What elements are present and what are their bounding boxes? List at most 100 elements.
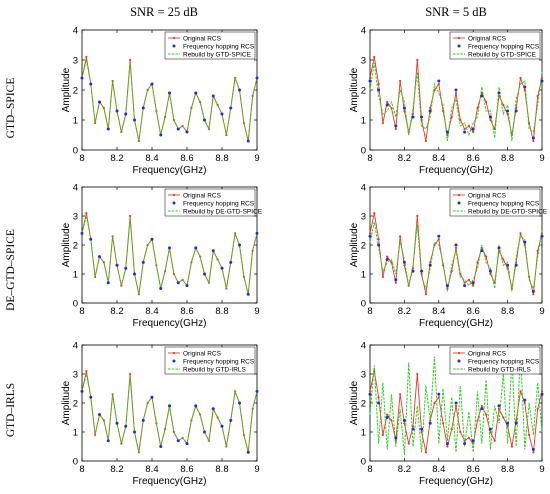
original-rcs-point xyxy=(472,284,475,287)
frequency-hopping-rcs-point xyxy=(445,130,449,134)
original-rcs-point xyxy=(394,281,397,284)
x-tick-label: 8.4 xyxy=(432,306,445,317)
x-tick-label: 8.6 xyxy=(467,153,480,164)
frequency-hopping-rcs-point xyxy=(437,79,441,83)
series-line-rebuild xyxy=(81,373,258,453)
y-tick-label: 0 xyxy=(73,146,78,157)
original-rcs-point xyxy=(467,124,470,128)
frequency-hopping-rcs-point xyxy=(176,281,180,285)
original-rcs-point xyxy=(519,76,522,80)
x-axis-label: Frequency(GHz) xyxy=(419,318,493,329)
frequency-hopping-rcs-point xyxy=(168,246,171,250)
original-rcs-point xyxy=(467,278,470,281)
frequency-hopping-rcs-point xyxy=(246,450,250,454)
frequency-hopping-rcs-point xyxy=(437,234,441,238)
frequency-hopping-rcs-point xyxy=(255,231,259,235)
x-tick-label: 8 xyxy=(79,464,84,475)
original-rcs-point xyxy=(416,214,419,218)
original-rcs-point xyxy=(485,413,488,416)
frequency-hopping-rcs-point xyxy=(89,82,93,86)
frequency-hopping-rcs-point xyxy=(238,243,241,247)
frequency-hopping-rcs-point xyxy=(488,115,492,119)
frequency-hopping-rcs-point xyxy=(454,88,458,92)
frequency-hopping-rcs-point xyxy=(497,91,501,95)
frequency-hopping-rcs-point xyxy=(220,424,224,428)
row-label-gtd-spice: GTD–SPICE xyxy=(5,78,17,139)
frequency-hopping-rcs-point xyxy=(385,103,389,107)
frequency-hopping-rcs-point xyxy=(377,243,381,247)
legend-marker-hopping xyxy=(172,201,176,205)
original-rcs-point xyxy=(394,127,397,131)
frequency-hopping-rcs-point xyxy=(176,439,180,443)
frequency-hopping-rcs-point xyxy=(428,109,432,113)
frequency-hopping-rcs-point xyxy=(176,127,180,131)
frequency-hopping-rcs-point xyxy=(89,237,93,241)
frequency-hopping-rcs-point xyxy=(523,85,527,89)
frequency-hopping-rcs-point xyxy=(488,427,492,431)
y-axis-label: Amplitude xyxy=(61,222,72,267)
original-rcs-point xyxy=(463,281,466,284)
x-tick-label: 8.8 xyxy=(215,306,228,317)
frequency-hopping-rcs-point xyxy=(159,133,163,137)
original-rcs-point xyxy=(446,445,449,448)
original-rcs-point xyxy=(515,419,518,422)
frequency-hopping-rcs-point xyxy=(141,418,145,422)
frequency-hopping-rcs-point xyxy=(531,447,535,451)
chart-panel-row1-col1: 8 8.2 8.4 8.6 8.8 9 0 1 2 3 4 Frequency(GHz) Amplitu… xyxy=(61,26,260,177)
original-rcs-point xyxy=(407,442,410,445)
frequency-hopping-rcs-point xyxy=(246,139,250,143)
original-rcs-point xyxy=(377,396,380,399)
original-rcs-point xyxy=(463,127,466,131)
original-rcs-point xyxy=(386,100,389,104)
original-rcs-point xyxy=(390,419,393,422)
original-rcs-point xyxy=(129,372,132,376)
legend-label: Rebuild by GTD-IRLS xyxy=(468,366,532,373)
frequency-hopping-rcs-point xyxy=(150,237,154,241)
legend-label: Original RCS xyxy=(468,350,507,357)
legend-label: Frequency hopping RCS xyxy=(468,358,540,365)
legend-marker-hopping xyxy=(172,44,176,48)
original-rcs-point xyxy=(381,121,384,125)
frequency-hopping-rcs-point xyxy=(203,118,206,122)
frequency-hopping-rcs-point xyxy=(368,79,372,83)
frequency-hopping-rcs-point xyxy=(89,395,93,399)
x-axis-label: Frequency(GHz) xyxy=(133,165,207,176)
x-tick-label: 8.2 xyxy=(110,153,123,164)
original-rcs-point xyxy=(437,238,440,241)
frequency-hopping-rcs-point xyxy=(194,404,198,408)
original-rcs-point xyxy=(403,422,406,425)
frequency-hopping-rcs-point xyxy=(377,401,381,405)
legend-label: Rebuild by GTD-SPICE xyxy=(468,51,537,58)
legend-label: Original RCS xyxy=(468,192,507,199)
y-tick-label: 3 xyxy=(73,212,78,223)
legend-label: Rebuild by GTD-IRLS xyxy=(183,366,247,373)
x-axis-label: Frequency(GHz) xyxy=(133,318,207,329)
x-tick-label: 8.2 xyxy=(398,306,411,317)
original-rcs-point xyxy=(437,82,440,86)
x-tick-label: 9 xyxy=(254,306,259,317)
original-rcs-point xyxy=(373,212,376,215)
original-rcs-point xyxy=(85,370,88,373)
x-tick-label: 8.8 xyxy=(501,464,514,475)
legend-marker-original xyxy=(457,351,461,355)
y-tick-label: 1 xyxy=(73,428,78,439)
frequency-hopping-rcs-point xyxy=(514,263,518,267)
chart-panel-row1-col2: 8 8.2 8.4 8.6 8.8 9 0 1 2 3 4 Frequency(GHz) Amplitu… xyxy=(349,26,545,177)
original-rcs-point xyxy=(540,390,544,393)
y-tick-label: 2 xyxy=(361,241,366,252)
original-rcs-point xyxy=(502,416,505,419)
frequency-hopping-rcs-point xyxy=(246,292,250,296)
frequency-hopping-rcs-point xyxy=(98,413,101,417)
frequency-hopping-rcs-point xyxy=(185,442,189,446)
frequency-hopping-rcs-point xyxy=(133,430,136,434)
frequency-hopping-rcs-point xyxy=(385,258,389,261)
frequency-hopping-rcs-point xyxy=(115,421,119,425)
frequency-hopping-rcs-point xyxy=(411,115,415,119)
x-tick-label: 8.6 xyxy=(180,306,193,317)
y-tick-label: 4 xyxy=(361,183,366,194)
original-rcs-point xyxy=(390,106,393,110)
original-rcs-point xyxy=(532,139,535,143)
frequency-hopping-rcs-point xyxy=(106,127,110,131)
x-tick-label: 8.6 xyxy=(467,464,480,475)
frequency-hopping-rcs-point xyxy=(106,439,110,443)
